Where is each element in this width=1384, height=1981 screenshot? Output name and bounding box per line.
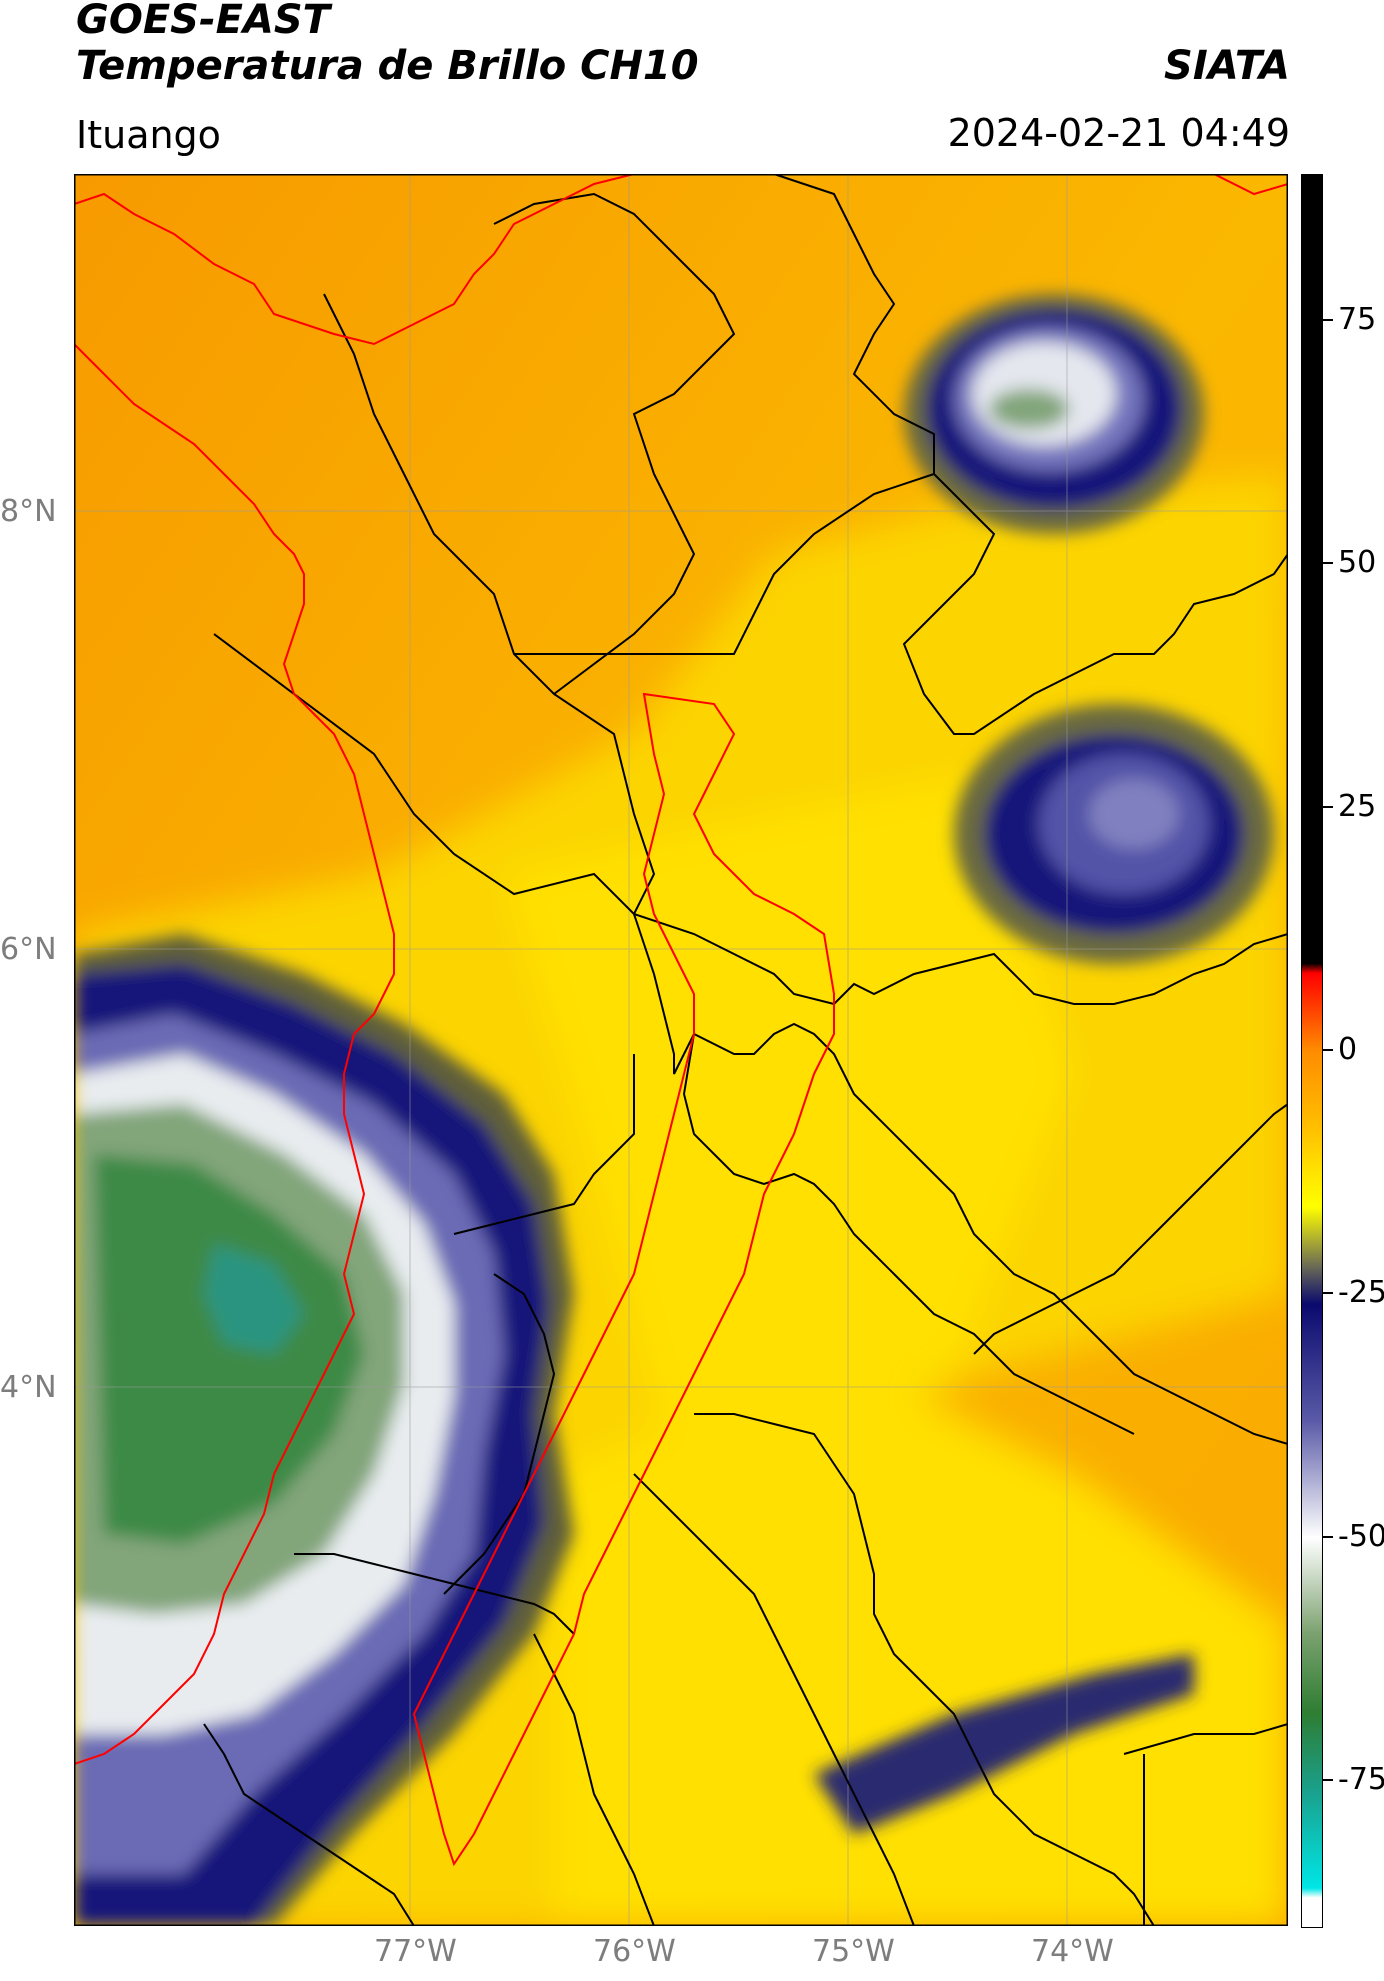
location-label: Ituango bbox=[76, 113, 221, 157]
lon-label-75w: 75°W bbox=[812, 1934, 895, 1969]
lat-label-4n: 4°N bbox=[0, 1370, 57, 1405]
map-panel[interactable]: 8°N 6°N 4°N 77°W 76°W 75°W 74°W bbox=[0, 174, 1288, 1969]
storm-southeast-band bbox=[814, 1654, 1194, 1834]
colorbar-tick-label: -25 bbox=[1338, 1275, 1384, 1311]
timestamp-label: 2024-02-21 04:49 bbox=[947, 111, 1290, 155]
colorbar-tick bbox=[1323, 319, 1333, 321]
colorbar-tick-label: 0 bbox=[1338, 1032, 1358, 1067]
lon-label-77w: 77°W bbox=[374, 1934, 457, 1969]
storm-east bbox=[954, 704, 1274, 964]
lat-label-8n: 8°N bbox=[0, 494, 57, 529]
storm-southwest bbox=[74, 934, 574, 1926]
colorbar-tick bbox=[1323, 1779, 1333, 1781]
brightness-temperature-map[interactable] bbox=[74, 174, 1288, 1926]
colorbar-tick bbox=[1323, 562, 1333, 565]
title-satellite: GOES-EAST bbox=[76, 0, 330, 43]
lat-label-6n: 6°N bbox=[0, 932, 57, 967]
colorbar-tick-label: 50 bbox=[1338, 545, 1377, 581]
title-product: Temperatura de Brillo CH10 bbox=[76, 43, 699, 89]
colorbar bbox=[1301, 174, 1323, 1928]
colorbar-tick bbox=[1323, 805, 1333, 808]
colorbar-tick bbox=[1323, 1535, 1333, 1538]
colorbar-tick-label: 25 bbox=[1338, 788, 1377, 824]
org-label: SIATA bbox=[1164, 43, 1290, 89]
colorbar-tick-label: -75 bbox=[1338, 1762, 1384, 1797]
colorbar-tick bbox=[1323, 1292, 1333, 1295]
colorbar-tick-label: -50 bbox=[1338, 1518, 1384, 1554]
colorbar-tick-label: 75 bbox=[1338, 302, 1377, 337]
lon-label-74w: 74°W bbox=[1031, 1934, 1114, 1969]
gridlines bbox=[74, 174, 1288, 1926]
colorbar-tick bbox=[1323, 1049, 1333, 1051]
country-borders bbox=[74, 174, 1288, 1867]
admin-borders bbox=[203, 174, 1288, 1926]
lon-label-76w: 76°W bbox=[593, 1934, 676, 1969]
storm-northeast bbox=[904, 294, 1204, 534]
